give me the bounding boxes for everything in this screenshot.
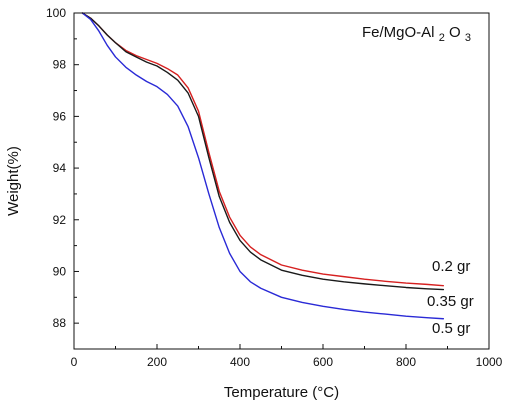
y-tick-label: 94 [53,161,67,175]
series-label-2: 0.35 gr [427,293,474,310]
series-labels: 0.2 gr 0.35 gr 0.5 gr [427,258,474,337]
annotation-prefix: Fe/MgO-Al [362,24,435,41]
series-line-1 [81,12,445,287]
series-label-3: 0.5 gr [432,320,470,337]
plot-area [81,12,445,320]
series-label-1: 0.2 gr [432,258,470,275]
y-tick-label: 96 [53,109,67,123]
x-tick-label: 0 [71,355,78,369]
series-line-2 [81,12,445,291]
annotation-mid: O [449,24,461,41]
series-line-3 [81,12,445,320]
sample-annotation: Fe/MgO-Al 2 O 3 [362,24,471,45]
y-tick-label: 88 [53,316,67,330]
y-tick-label: 98 [53,58,67,72]
axes: 0 200 400 600 800 1000 88 90 92 94 96 98 100 [46,6,503,369]
y-tick-label: 100 [46,6,66,20]
y-axis-label: Weight(%) [5,146,22,216]
x-tick-label: 600 [313,355,333,369]
x-axis-label: Temperature (°C) [224,384,339,401]
x-tick-label: 1000 [476,355,503,369]
y-tick-label: 90 [53,264,67,278]
x-tick-label: 400 [230,355,250,369]
x-tick-label: 200 [147,355,167,369]
annotation-subscript-2: 3 [465,32,471,44]
y-tick-label: 92 [53,213,67,227]
x-tick-label: 800 [396,355,416,369]
annotation-subscript-1: 2 [439,32,445,44]
